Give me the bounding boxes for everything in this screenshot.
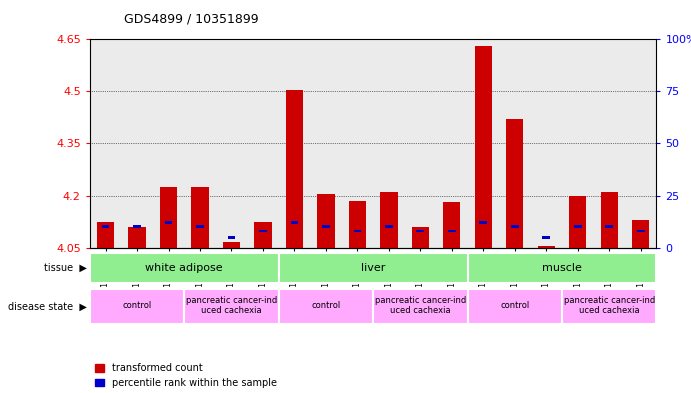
Bar [637, 230, 645, 232]
Bar [160, 187, 177, 248]
Bar [436, 39, 468, 248]
Bar [354, 230, 361, 232]
Text: control: control [500, 301, 529, 310]
Bar [412, 227, 429, 248]
Bar [254, 222, 272, 248]
Bar [227, 236, 236, 239]
Bar [286, 90, 303, 248]
Bar [184, 289, 278, 324]
Bar [405, 39, 436, 248]
Bar [569, 195, 587, 248]
Bar [562, 39, 594, 248]
Bar [317, 194, 334, 248]
Text: pancreatic cancer-ind
uced cachexia: pancreatic cancer-ind uced cachexia [186, 296, 277, 316]
Bar [216, 39, 247, 248]
Bar [443, 202, 460, 248]
Bar [574, 225, 582, 228]
Bar [278, 39, 310, 248]
Text: GDS4899 / 10351899: GDS4899 / 10351899 [124, 13, 259, 26]
Text: control: control [312, 301, 341, 310]
Bar [605, 225, 613, 228]
Bar [97, 222, 114, 248]
Bar [511, 225, 519, 228]
Legend: transformed count, percentile rank within the sample: transformed count, percentile rank withi… [95, 363, 277, 388]
Bar [506, 119, 524, 248]
Bar [278, 289, 373, 324]
Bar [310, 39, 341, 248]
Text: muscle: muscle [542, 263, 582, 273]
Bar [417, 230, 424, 232]
Bar [385, 225, 392, 228]
Text: white adipose: white adipose [145, 263, 223, 273]
Bar [278, 253, 468, 283]
Text: liver: liver [361, 263, 386, 273]
Bar [538, 246, 555, 248]
Bar [542, 236, 550, 239]
Bar [562, 289, 656, 324]
Bar [184, 39, 216, 248]
Bar [322, 225, 330, 228]
Bar [133, 225, 141, 228]
Bar [594, 39, 625, 248]
Bar [129, 227, 146, 248]
Bar [153, 39, 184, 248]
Bar [102, 225, 109, 228]
Bar [191, 187, 209, 248]
Text: control: control [122, 301, 151, 310]
Bar [499, 39, 531, 248]
Bar [259, 230, 267, 232]
Bar [247, 39, 278, 248]
Bar [600, 192, 618, 248]
Text: pancreatic cancer-ind
uced cachexia: pancreatic cancer-ind uced cachexia [564, 296, 655, 316]
Bar [196, 225, 204, 228]
Bar [164, 221, 173, 224]
Text: tissue  ▶: tissue ▶ [44, 263, 86, 273]
Bar [90, 289, 184, 324]
Bar [468, 39, 499, 248]
Bar [122, 39, 153, 248]
Bar [475, 46, 492, 248]
Bar [373, 289, 468, 324]
Bar [380, 192, 397, 248]
Bar [531, 39, 562, 248]
Bar [480, 221, 487, 224]
Bar [625, 39, 656, 248]
Bar [349, 201, 366, 248]
Text: pancreatic cancer-ind
uced cachexia: pancreatic cancer-ind uced cachexia [375, 296, 466, 316]
Bar [90, 253, 278, 283]
Bar [223, 242, 240, 248]
Bar [468, 289, 562, 324]
Text: disease state  ▶: disease state ▶ [8, 301, 86, 312]
Bar [448, 230, 456, 232]
Bar [632, 220, 650, 248]
Bar [373, 39, 405, 248]
Bar [290, 221, 299, 224]
Bar [468, 253, 656, 283]
Bar [90, 39, 122, 248]
Bar [341, 39, 373, 248]
